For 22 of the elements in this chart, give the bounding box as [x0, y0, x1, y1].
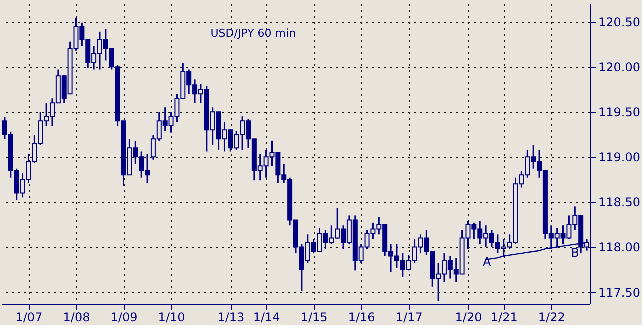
y-tick-label: 119.50 — [598, 106, 640, 120]
x-tick-label: 1/17 — [396, 310, 423, 324]
y-tick-label: 120.00 — [598, 60, 640, 75]
x-tick-label: 1/14 — [253, 310, 280, 324]
x-tick-label: 1/10 — [158, 310, 186, 324]
x-tick-label: 1/22 — [538, 310, 566, 324]
text: USD/JPY 60 min — [210, 27, 296, 40]
x-tick-label: 1/13 — [218, 310, 245, 324]
x-tick-label: 1/16 — [348, 310, 376, 324]
x-tick-label: 1/15 — [300, 310, 328, 324]
x-tick-label: 1/21 — [490, 310, 518, 324]
y-tick-label: 119.00 — [598, 150, 640, 165]
x-tick-label: 1/09 — [110, 310, 138, 324]
y-tick-label: 117.50 — [598, 286, 640, 300]
y-tick-label: 118.50 — [598, 196, 640, 210]
annotation: A — [482, 255, 492, 269]
x-tick-label: 1/20 — [455, 310, 482, 324]
y-tick-label: 120.50 — [598, 16, 640, 30]
annotation: B — [571, 246, 580, 260]
y-tick-label: 118.00 — [598, 240, 640, 255]
x-tick-label: 1/07 — [16, 310, 43, 324]
x-tick-label: 1/08 — [63, 310, 90, 324]
